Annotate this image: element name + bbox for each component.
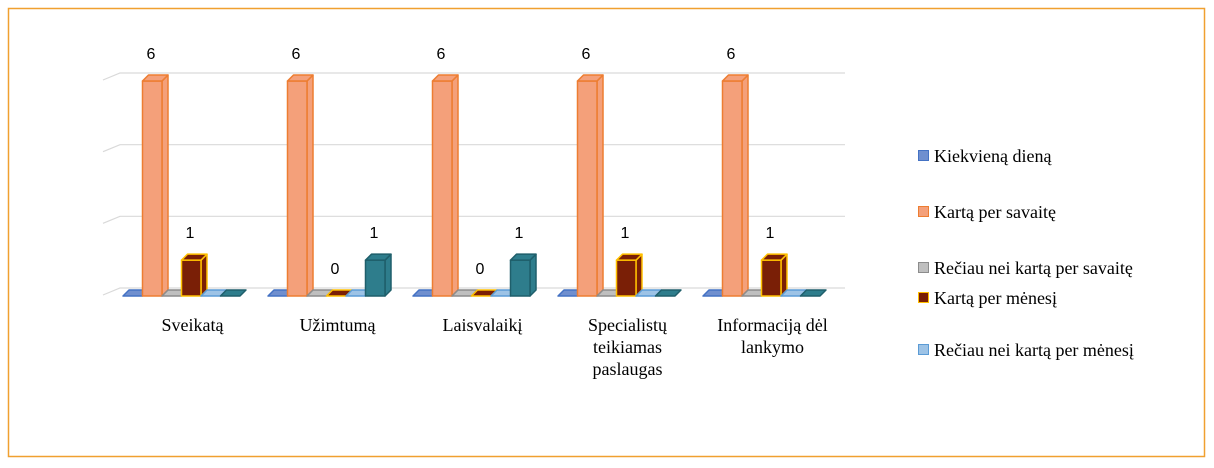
bar-face bbox=[741, 74, 749, 297]
bar-face bbox=[200, 253, 208, 297]
bar-face bbox=[760, 253, 788, 261]
bar-face bbox=[721, 74, 749, 82]
chart-border bbox=[7, 7, 1206, 458]
legend-item: Kiekvieną dieną bbox=[918, 144, 1168, 168]
bar bbox=[286, 74, 314, 297]
bar-face bbox=[384, 253, 392, 297]
bar-face bbox=[529, 253, 537, 297]
bar bbox=[509, 253, 537, 297]
bar bbox=[141, 74, 169, 297]
bar-face bbox=[451, 74, 459, 297]
bar-face bbox=[760, 259, 782, 297]
bar-face bbox=[180, 259, 202, 297]
bar-face bbox=[799, 289, 827, 297]
bar bbox=[654, 289, 682, 297]
bar-face bbox=[306, 74, 314, 297]
data-label: 1 bbox=[515, 225, 524, 242]
data-label: 1 bbox=[186, 225, 195, 242]
bar-face bbox=[596, 74, 604, 297]
bar-face bbox=[654, 289, 682, 297]
legend-swatch bbox=[918, 150, 929, 161]
data-label: 6 bbox=[292, 46, 301, 63]
bar-face bbox=[364, 253, 392, 261]
legend-label: Rečiau nei kartą per savaitę bbox=[934, 258, 1133, 278]
data-label: 0 bbox=[331, 261, 340, 278]
legend-item: Rečiau nei kartą per savaitę bbox=[918, 256, 1168, 280]
bar bbox=[576, 74, 604, 297]
legend-label: Rečiau nei kartą per mėnesį bbox=[934, 340, 1134, 360]
bar-face bbox=[635, 253, 643, 297]
bar-face bbox=[141, 80, 163, 297]
bar-face bbox=[780, 253, 788, 297]
bar bbox=[180, 253, 208, 297]
bar-face bbox=[576, 80, 598, 297]
bar-face bbox=[180, 253, 208, 261]
bar bbox=[219, 289, 247, 297]
x-tick-label: Laisvalaikį bbox=[442, 315, 523, 335]
legend-swatch bbox=[918, 292, 929, 303]
legend-item: Kartą per savaitę bbox=[918, 200, 1168, 224]
legend-swatch bbox=[918, 262, 929, 273]
bar-face bbox=[286, 74, 314, 82]
bar bbox=[431, 74, 459, 297]
bar-face bbox=[509, 253, 537, 261]
data-label: 1 bbox=[621, 225, 630, 242]
bar-face bbox=[431, 80, 453, 297]
bar-face bbox=[141, 74, 169, 82]
data-label: 6 bbox=[727, 46, 736, 63]
data-label: 6 bbox=[582, 46, 591, 63]
x-tick-label: Sveikatą bbox=[161, 315, 224, 335]
bar-face bbox=[615, 253, 643, 261]
data-label: 1 bbox=[370, 225, 379, 242]
legend-swatch bbox=[918, 344, 929, 355]
x-tick-label: Specialistų teikiamas paslaugas bbox=[588, 315, 667, 379]
data-label: 1 bbox=[766, 225, 775, 242]
bar-face bbox=[219, 289, 247, 297]
legend-item: Rečiau nei kartą per mėnesį bbox=[918, 338, 1168, 362]
bar bbox=[760, 253, 788, 297]
data-label: 6 bbox=[437, 46, 446, 63]
bar-face bbox=[509, 259, 531, 297]
bar-face bbox=[576, 74, 604, 82]
bar-face bbox=[161, 74, 169, 297]
bar-face bbox=[364, 259, 386, 297]
legend-item: Kartą per mėnesį bbox=[918, 286, 1168, 310]
bar-face bbox=[431, 74, 459, 82]
legend-label: Kiekvieną dieną bbox=[934, 146, 1052, 166]
bar-face bbox=[615, 259, 637, 297]
legend: Kiekvieną dieną Kartą per savaitę Rečiau n… bbox=[918, 144, 1168, 362]
x-tick-label: Užimtumą bbox=[299, 315, 376, 335]
data-label: 6 bbox=[147, 46, 156, 63]
bar bbox=[799, 289, 827, 297]
bar bbox=[364, 253, 392, 297]
bar bbox=[615, 253, 643, 297]
bar-face bbox=[721, 80, 743, 297]
bar bbox=[721, 74, 749, 297]
grid-line bbox=[102, 72, 845, 81]
legend-label: Kartą per mėnesį bbox=[934, 288, 1057, 308]
bar-face bbox=[286, 80, 308, 297]
data-label: 0 bbox=[476, 261, 485, 278]
x-tick-label: Informaciją dėl lankymo bbox=[717, 315, 828, 357]
legend-swatch bbox=[918, 206, 929, 217]
legend-label: Kartą per savaitę bbox=[934, 202, 1056, 222]
